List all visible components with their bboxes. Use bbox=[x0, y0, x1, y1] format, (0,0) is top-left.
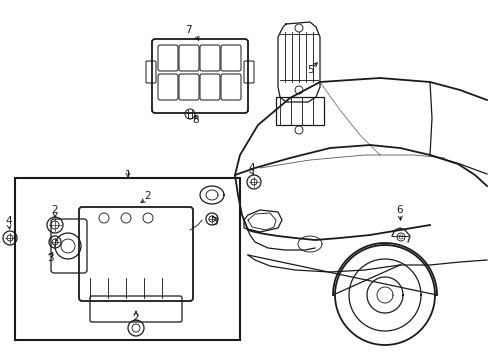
Text: 3: 3 bbox=[46, 253, 53, 263]
Bar bbox=[275, 97, 324, 125]
Text: 2: 2 bbox=[52, 205, 58, 215]
Text: 8: 8 bbox=[192, 115, 199, 125]
Text: 2: 2 bbox=[132, 313, 139, 323]
Text: 6: 6 bbox=[396, 205, 403, 215]
Text: 2: 2 bbox=[144, 191, 151, 201]
Text: 1: 1 bbox=[124, 170, 131, 180]
Bar bbox=[15, 178, 240, 340]
Text: 4: 4 bbox=[248, 163, 255, 173]
Text: 7: 7 bbox=[184, 25, 191, 35]
Text: 4: 4 bbox=[6, 216, 12, 226]
Text: 5: 5 bbox=[306, 65, 313, 75]
Text: 3: 3 bbox=[210, 217, 217, 227]
